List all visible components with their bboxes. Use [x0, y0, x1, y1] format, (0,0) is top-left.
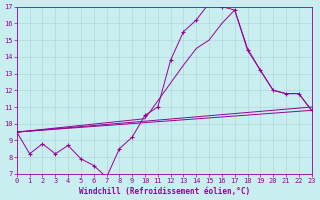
X-axis label: Windchill (Refroidissement éolien,°C): Windchill (Refroidissement éolien,°C): [79, 187, 250, 196]
